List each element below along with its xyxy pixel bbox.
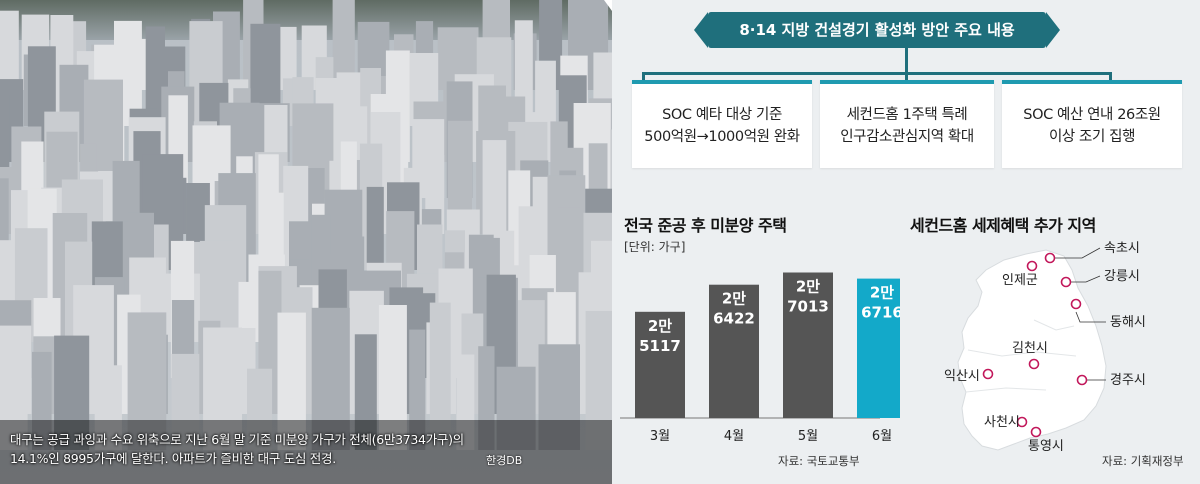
label-gimcheon: 김천시: [1012, 341, 1048, 356]
marker-gangneung: [1060, 276, 1072, 288]
bar-4월: [709, 284, 759, 418]
korea-peninsula-shape: [957, 249, 1107, 451]
building-block: [610, 129, 612, 234]
chart-unit: [단위: 가구]: [624, 240, 686, 254]
label-inje: 인제군: [1002, 273, 1038, 288]
policy-card-1-line1: SOC 예타 대상 기준: [662, 107, 782, 123]
building-block: [429, 302, 451, 450]
building-block: [0, 178, 9, 270]
korea-map: 속초시 인제군 강릉시 동해시 김천시 익산시 경주시 사천시 통영시: [944, 241, 1146, 454]
marker-sacheon: [1016, 416, 1028, 428]
bar-value-label: 6716: [861, 304, 900, 322]
policy-card-1: SOC 예타 대상 기준 500억원→1000억원 완화: [632, 80, 812, 168]
building-block: [311, 307, 350, 450]
marker-inje: [1026, 260, 1038, 272]
building-block: [277, 312, 306, 450]
building-block: [538, 344, 580, 450]
bar-value-label: 7013: [787, 298, 829, 316]
building-block: [409, 329, 426, 450]
apartment-skyline-illustration: [0, 0, 612, 484]
category-label: 4월: [724, 429, 744, 444]
chart-title: 전국 준공 후 미분양 주택: [624, 216, 787, 235]
building-block: [247, 368, 273, 450]
leader-donghae: [1075, 311, 1106, 323]
building-block: [585, 310, 612, 450]
bar-value-label: 2만: [722, 290, 746, 308]
infographic-title: 8·14 지방 건설경기 활성화 방안 주요 내용: [694, 12, 1060, 48]
marker-tongyeong: [1030, 426, 1042, 438]
building-block: [378, 305, 407, 450]
city-photo: 대구는 공급 과잉과 수요 위축으로 지난 6월 말 기준 미분양 가구가 전체…: [0, 0, 612, 484]
policy-card-2-line2: 인구감소관심지역 확대: [840, 129, 974, 145]
bar-value-label: 2만: [870, 284, 894, 302]
category-label: 3월: [650, 429, 670, 444]
building-block: [171, 353, 200, 450]
connector-vertical: [905, 48, 908, 72]
building-block: [127, 312, 167, 450]
label-tongyeong: 통영시: [1028, 439, 1064, 454]
policy-card-1-line2: 500억원→1000억원 완화: [644, 129, 800, 145]
marker-gimcheon: [1028, 358, 1040, 370]
bar-3월: [635, 311, 685, 418]
leader-sokcho: [1050, 247, 1101, 259]
building-block: [203, 327, 242, 450]
province-border-2: [967, 349, 1077, 357]
connector-drop-2: [905, 72, 908, 82]
caption-line-2: 14.1%인 8995가구에 달한다. 아파트가 즐비한 대구 도심 전경.: [10, 451, 336, 466]
connector-drop-1: [642, 72, 645, 82]
photo-credit: 한경DB: [486, 454, 523, 467]
marker-iksan: [982, 368, 994, 380]
building-block: [354, 334, 377, 450]
building-block: [145, 26, 165, 126]
map-source: 자료: 기획재정부: [1102, 454, 1184, 468]
policy-card-3-line2: 이상 조기 집행: [1048, 129, 1136, 145]
bar-value-label: 2만: [796, 278, 820, 296]
building-block: [0, 327, 28, 450]
photo-caption: 대구는 공급 과잉과 수요 위축으로 지난 6월 말 기준 미분양 가구가 전체…: [10, 430, 570, 468]
bar-6월: [857, 278, 900, 418]
building-block: [54, 335, 90, 450]
building-block: [0, 95, 10, 198]
chart-source: 자료: 국토교통부: [778, 454, 860, 468]
label-gyeongju: 경주시: [1110, 373, 1146, 388]
bar-5월: [783, 272, 833, 418]
label-gangneung: 강릉시: [1104, 269, 1140, 284]
label-sokcho: 속초시: [1104, 241, 1140, 256]
leader-gangneung: [1066, 275, 1101, 283]
bar-chart: 2만 5117 3월 2만 6422 4월 2만 7013 5월 2만 6716 6월: [620, 272, 900, 444]
bar-value-label: 5117: [639, 337, 681, 355]
marker-donghae: [1070, 298, 1082, 310]
category-label: 5월: [798, 429, 818, 444]
bar-value-label: 6422: [713, 310, 755, 328]
building-block: [478, 346, 495, 450]
label-sacheon: 사천시: [984, 415, 1020, 430]
building-block: [456, 354, 475, 450]
category-label: 6월: [872, 429, 892, 444]
marker-sokcho: [1044, 252, 1056, 264]
building-block: [32, 351, 52, 450]
marker-gyeongju: [1076, 374, 1088, 386]
connector-horizontal: [642, 72, 1112, 75]
province-border-1: [1033, 319, 1075, 331]
province-border-3: [965, 387, 1047, 393]
building-block: [332, 0, 355, 91]
building-block: [496, 366, 536, 450]
building-block: [94, 365, 122, 450]
infographic-panel: 8·14 지방 건설경기 활성화 방안 주요 내용 SOC 예타 대상 기준 50…: [612, 0, 1200, 484]
policy-card-3-line1: SOC 예산 연내 26조원: [1023, 107, 1161, 123]
building-block: [0, 10, 19, 91]
policy-card-2-line1: 세컨드홈 1주택 특례: [846, 107, 968, 123]
label-iksan: 익산시: [944, 369, 980, 384]
caption-line-1: 대구는 공급 과잉과 수요 위축으로 지난 6월 말 기준 미분양 가구가 전체…: [10, 432, 464, 447]
label-donghae: 동해시: [1110, 315, 1146, 330]
map-title: 세컨드홈 세제혜택 추가 지역: [910, 216, 1096, 235]
building-block: [535, 60, 556, 127]
bar-value-label: 2만: [648, 317, 672, 335]
connector-drop-3: [1109, 72, 1112, 82]
